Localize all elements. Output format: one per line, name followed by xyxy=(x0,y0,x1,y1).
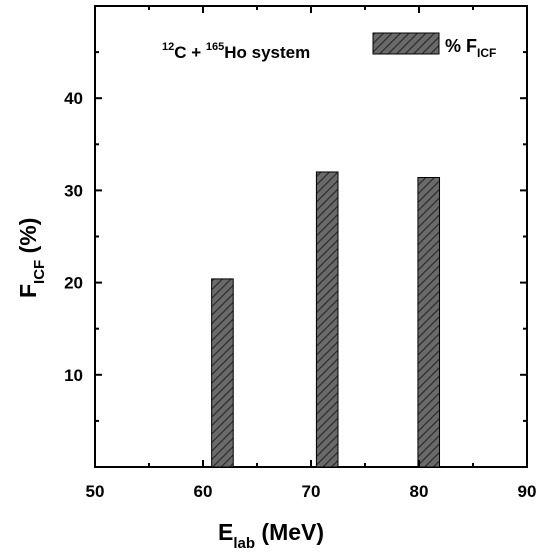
bars-layer xyxy=(211,171,441,468)
x-tick-label-90: 90 xyxy=(518,482,537,501)
y-tick-label-30: 30 xyxy=(64,181,83,200)
bar-0 xyxy=(211,278,234,468)
x-tick-label-70: 70 xyxy=(302,482,321,501)
x-tick-label-60: 60 xyxy=(194,482,213,501)
x-tick-label-80: 80 xyxy=(410,482,429,501)
y-tick-label-40: 40 xyxy=(64,89,83,108)
ticks-layer: 50 60 70 80 90 10 20 30 40 xyxy=(64,5,537,501)
bar-2 xyxy=(417,176,441,468)
x-tick-label-50: 50 xyxy=(86,482,105,501)
x-axis-title: Elab (MeV) xyxy=(218,519,324,552)
system-annotation: 12C + 165Ho system xyxy=(162,41,310,62)
bar-1 xyxy=(315,171,339,468)
y-axis-title: FICF (%) xyxy=(15,218,48,298)
legend-swatch xyxy=(372,32,440,55)
plot-frame xyxy=(94,5,528,468)
y-tick-label-10: 10 xyxy=(64,366,83,385)
legend: % FICF xyxy=(372,32,496,60)
y-tick-label-20: 20 xyxy=(64,274,83,293)
legend-label: % FICF xyxy=(445,36,496,60)
